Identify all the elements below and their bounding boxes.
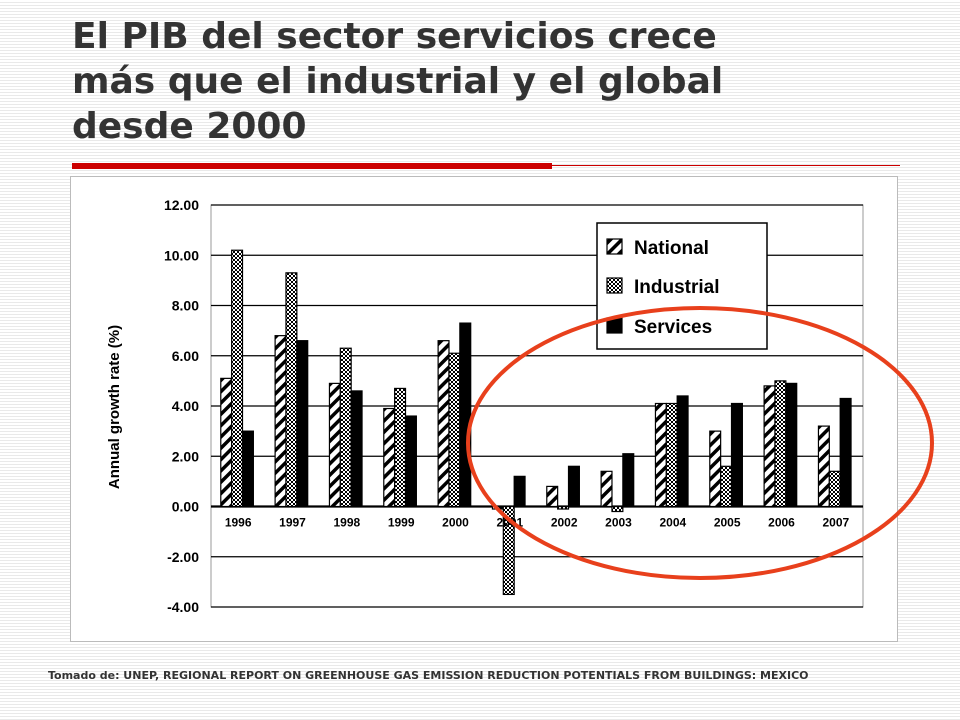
legend-swatch-national bbox=[606, 238, 623, 255]
bar-industrial-1999 bbox=[394, 387, 407, 508]
source-note: Tomado de: UNEP, REGIONAL REPORT ON GREE… bbox=[48, 669, 809, 682]
bar-services-1999 bbox=[404, 415, 417, 508]
x-tick-label-1997: 1997 bbox=[279, 516, 306, 530]
y-tick-label-0: -4.00 bbox=[167, 599, 199, 615]
x-tick-label-2004: 2004 bbox=[659, 516, 686, 530]
bar-industrial-2004 bbox=[665, 402, 678, 508]
title-underline bbox=[72, 163, 900, 169]
bar-industrial-2006 bbox=[774, 380, 787, 508]
bar-national-1999 bbox=[383, 407, 396, 508]
bar-services-1996 bbox=[241, 430, 254, 508]
bar-national-2004 bbox=[654, 402, 667, 508]
legend-label-services: Services bbox=[634, 317, 712, 338]
bar-industrial-1996 bbox=[231, 249, 244, 508]
x-tick-label-2003: 2003 bbox=[605, 516, 632, 530]
y-tick-label-6: 8.00 bbox=[172, 298, 199, 314]
y-tick-label-7: 10.00 bbox=[164, 247, 199, 263]
x-tick-label-2002: 2002 bbox=[551, 516, 578, 530]
bar-national-1996 bbox=[220, 377, 233, 508]
bar-services-2000 bbox=[459, 322, 472, 508]
x-tick-label-2007: 2007 bbox=[822, 516, 849, 530]
bar-national-2001 bbox=[491, 505, 504, 510]
y-tick-label-8: 12.00 bbox=[164, 197, 199, 213]
legend-label-national: National bbox=[634, 238, 709, 259]
x-tick-label-2000: 2000 bbox=[442, 516, 469, 530]
bar-national-1997 bbox=[274, 335, 287, 508]
y-tick-label-2: 0.00 bbox=[172, 499, 199, 515]
y-tick-label-1: -2.00 bbox=[167, 549, 199, 565]
bar-industrial-1997 bbox=[285, 272, 298, 508]
bar-national-1998 bbox=[328, 382, 341, 508]
bar-industrial-2005 bbox=[720, 465, 733, 508]
bar-services-2006 bbox=[785, 382, 798, 508]
chart-frame: -4.00 -2.00 0.00 2.00 4.00 6.00 8.00 10.00 12.00… bbox=[70, 176, 898, 642]
bar-industrial-2007 bbox=[828, 470, 841, 508]
slide-title: El PIB del sector servicios crece más qu… bbox=[72, 14, 832, 149]
x-tick-label-2005: 2005 bbox=[714, 516, 741, 530]
bar-industrial-2003 bbox=[611, 505, 624, 513]
bar-national-2005 bbox=[709, 430, 722, 508]
bar-services-2001 bbox=[513, 475, 526, 508]
slide-title-line-2: más que el industrial y el global bbox=[72, 61, 724, 102]
y-tick-labels: -4.00 -2.00 0.00 2.00 4.00 6.00 8.00 10.00 12.00 bbox=[164, 197, 199, 615]
bar-national-2000 bbox=[437, 340, 450, 508]
x-tick-label-1998: 1998 bbox=[333, 516, 360, 530]
bar-industrial-2002 bbox=[557, 505, 570, 510]
slide-title-line-1: El PIB del sector servicios crece bbox=[72, 16, 717, 57]
bar-industrial-1998 bbox=[339, 347, 352, 508]
bar-national-2003 bbox=[600, 470, 613, 508]
y-tick-label-3: 2.00 bbox=[172, 448, 199, 464]
bar-national-2007 bbox=[817, 425, 830, 508]
legend-label-industrial: Industrial bbox=[634, 277, 720, 298]
bar-services-2007 bbox=[839, 397, 852, 508]
bar-services-2002 bbox=[567, 465, 580, 508]
x-tick-label-1999: 1999 bbox=[388, 516, 415, 530]
y-tick-label-4: 4.00 bbox=[172, 398, 199, 414]
chart-legend: National Industrial Services bbox=[596, 222, 768, 350]
bar-national-2006 bbox=[763, 385, 776, 508]
bar-national-2002 bbox=[546, 485, 559, 508]
bar-services-1997 bbox=[296, 340, 309, 508]
bar-services-2005 bbox=[730, 402, 743, 508]
slide-title-line-3: desde 2000 bbox=[72, 106, 307, 147]
legend-swatch-industrial bbox=[606, 277, 623, 294]
x-tick-label-2006: 2006 bbox=[768, 516, 795, 530]
bar-industrial-2000 bbox=[448, 352, 461, 508]
y-tick-label-5: 6.00 bbox=[172, 348, 199, 364]
x-tick-label-2001: 2001 bbox=[496, 516, 523, 530]
y-axis-label: Annual growth rate (%) bbox=[106, 325, 123, 489]
bar-chart: -4.00 -2.00 0.00 2.00 4.00 6.00 8.00 10.00 12.00… bbox=[106, 197, 864, 615]
bar-services-1998 bbox=[350, 390, 363, 508]
legend-swatch-services bbox=[606, 317, 623, 334]
title-underline-thin bbox=[552, 165, 900, 166]
x-tick-label-1996: 1996 bbox=[225, 516, 252, 530]
bar-services-2003 bbox=[622, 453, 635, 508]
bar-services-2004 bbox=[676, 395, 689, 508]
title-underline-thick bbox=[72, 163, 552, 169]
